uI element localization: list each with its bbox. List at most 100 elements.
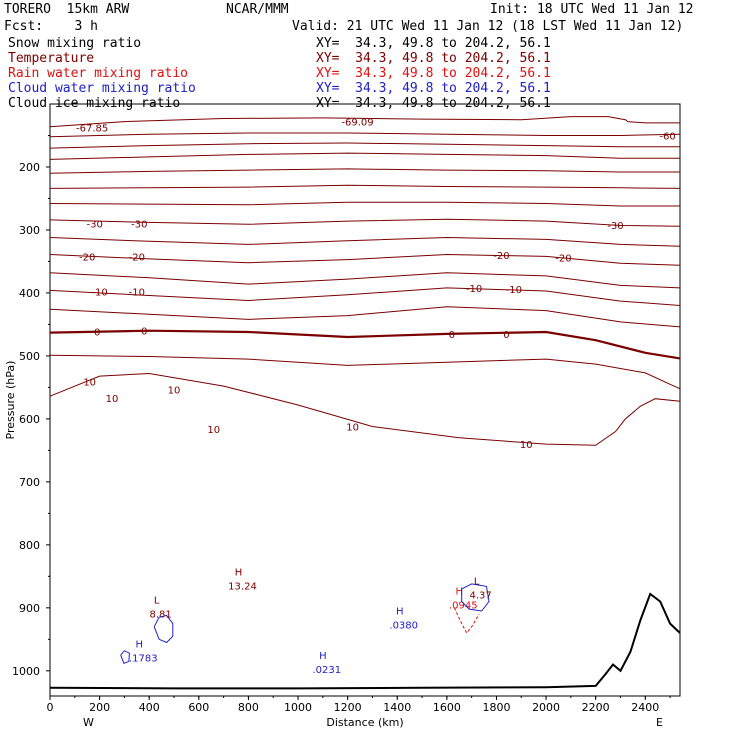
x-tick-label: 0 bbox=[47, 701, 54, 714]
contour-label--10: -10 bbox=[466, 284, 482, 295]
x-tick-label: 200 bbox=[89, 701, 110, 714]
contour-label--20: -20 bbox=[129, 252, 145, 263]
rain-water-contour bbox=[453, 607, 480, 634]
y-tick-label: 400 bbox=[19, 287, 40, 300]
temperature-contour-m30 bbox=[49, 218, 681, 227]
forecast-hour: Fcst: 3 h bbox=[4, 19, 98, 34]
y-tick-label: 500 bbox=[19, 350, 40, 363]
organization: NCAR/MMM bbox=[226, 2, 289, 17]
extrema-h-marker: H bbox=[136, 639, 144, 650]
temperature-contour-m15 bbox=[49, 272, 681, 289]
x-left-end-label: W bbox=[83, 716, 94, 729]
extrema-value: .0380 bbox=[389, 621, 418, 632]
y-tick-label: 300 bbox=[19, 224, 40, 237]
x-tick-label: 800 bbox=[238, 701, 259, 714]
contour-label-10: 10 bbox=[207, 425, 220, 436]
extrema-value: 8.81 bbox=[150, 609, 172, 620]
temperature-contour-m55 bbox=[49, 142, 680, 149]
legend-cloud-water-xy: XY= 34.3, 49.8 to 204.2, 56.1 bbox=[316, 81, 551, 96]
temperature-contour-m5 bbox=[49, 306, 681, 328]
extrema-value: .1783 bbox=[129, 653, 158, 664]
temperature-contour-m45 bbox=[49, 168, 680, 174]
y-tick-label: 800 bbox=[19, 539, 40, 552]
contour-label--10: -10 bbox=[91, 288, 107, 299]
extrema-l-marker: L bbox=[474, 576, 480, 587]
cloud-water-contour bbox=[461, 583, 490, 612]
temperature-contour-m20 bbox=[49, 253, 681, 266]
contour-label-0: 0 bbox=[503, 330, 509, 341]
extrema-h-marker: H bbox=[235, 568, 243, 579]
x-axis-label: Distance (km) bbox=[326, 716, 403, 729]
legend-temperature: Temperature bbox=[8, 51, 95, 66]
extrema-value: .0231 bbox=[313, 665, 342, 676]
extrema-value: .0945 bbox=[449, 601, 478, 612]
contour-label--65: -67.85 bbox=[76, 123, 108, 134]
temperature-contour-m65 bbox=[49, 116, 680, 128]
model-title: TORERO 15km ARW bbox=[4, 2, 130, 17]
x-tick-label: 2400 bbox=[631, 701, 659, 714]
temperature-contour-m25 bbox=[49, 236, 681, 247]
contour-label-10: 10 bbox=[168, 385, 181, 396]
x-tick-label: 1000 bbox=[284, 701, 312, 714]
legend-temperature-xy: XY= 34.3, 49.8 to 204.2, 56.1 bbox=[316, 51, 551, 66]
contour-label--20: -20 bbox=[79, 252, 95, 263]
contour-label--10: -10 bbox=[129, 288, 145, 299]
temperature-contour-10 bbox=[49, 372, 681, 446]
contour-label--20: -20 bbox=[493, 251, 509, 262]
contour-label-0: 0 bbox=[141, 327, 147, 338]
contour-label--65: -69.09 bbox=[341, 118, 373, 129]
legend-snow-xy: XY= 34.3, 49.8 to 204.2, 56.1 bbox=[316, 36, 551, 51]
y-tick-label: 900 bbox=[19, 602, 40, 615]
y-tick-label: 700 bbox=[19, 476, 40, 489]
x-tick-label: 2000 bbox=[532, 701, 560, 714]
contour-label-0: 0 bbox=[449, 330, 455, 341]
x-right-end-label: E bbox=[656, 716, 663, 729]
x-tick-label: 1200 bbox=[334, 701, 362, 714]
y-tick-label: 600 bbox=[19, 413, 40, 426]
extrema-h-marker: H bbox=[319, 651, 327, 662]
x-tick-label: 1400 bbox=[383, 701, 411, 714]
y-tick-label: 200 bbox=[19, 161, 40, 174]
terrain-line bbox=[49, 592, 681, 690]
contour-label-10: 10 bbox=[106, 394, 119, 405]
cloud-water-contour bbox=[120, 650, 130, 664]
legend-cloud-ice-xy: XY= 34.3, 49.8 to 204.2, 56.1 bbox=[316, 96, 551, 111]
legend-rain-xy: XY= 34.3, 49.8 to 204.2, 56.1 bbox=[316, 66, 551, 81]
x-tick-label: 2200 bbox=[582, 701, 610, 714]
contour-label--20: -20 bbox=[555, 254, 571, 265]
y-axis-label: Pressure (hPa) bbox=[4, 361, 17, 440]
x-tick-label: 600 bbox=[188, 701, 209, 714]
legend-cloud-ice: Cloud ice mixing ratio bbox=[8, 96, 181, 111]
temperature-contour-m40 bbox=[49, 184, 681, 189]
contour-label-0: 0 bbox=[94, 327, 100, 338]
contour-label-10: 10 bbox=[83, 378, 96, 389]
contour-label--60: -60 bbox=[659, 131, 675, 142]
temperature-contour-0 bbox=[49, 329, 681, 360]
temperature-contour-m50 bbox=[49, 152, 680, 160]
init-time: Init: 18 UTC Wed 11 Jan 12 bbox=[490, 2, 694, 17]
extrema-l-marker: L bbox=[154, 595, 160, 606]
legend-rain: Rain water mixing ratio bbox=[8, 66, 189, 81]
contour-label-10: 10 bbox=[346, 422, 359, 433]
y-tick-label: 1000 bbox=[12, 665, 40, 678]
valid-time: Valid: 21 UTC Wed 11 Jan 12 (18 LST Wed … bbox=[292, 19, 684, 34]
plot-frame bbox=[49, 103, 681, 697]
contour-label--30: -30 bbox=[86, 220, 102, 231]
temperature-contour-m35 bbox=[49, 201, 680, 207]
extrema-h-marker: H bbox=[396, 607, 404, 618]
temperature-contour-m10 bbox=[49, 287, 681, 306]
extrema-value: 4.37 bbox=[469, 590, 491, 601]
contour-label--30: -30 bbox=[607, 221, 623, 232]
x-tick-label: 1600 bbox=[433, 701, 461, 714]
extrema-h-marker: H bbox=[455, 587, 463, 598]
x-tick-label: 400 bbox=[139, 701, 160, 714]
cloud-water-contour bbox=[153, 614, 174, 644]
contour-label--10: -10 bbox=[506, 285, 522, 296]
x-tick-label: 1800 bbox=[482, 701, 510, 714]
extrema-value: 13.24 bbox=[228, 582, 257, 593]
contour-label--30: -30 bbox=[131, 220, 147, 231]
temperature-contour-m60 bbox=[49, 132, 681, 138]
temperature-contour-5 bbox=[49, 354, 681, 390]
legend-snow: Snow mixing ratio bbox=[8, 36, 142, 51]
